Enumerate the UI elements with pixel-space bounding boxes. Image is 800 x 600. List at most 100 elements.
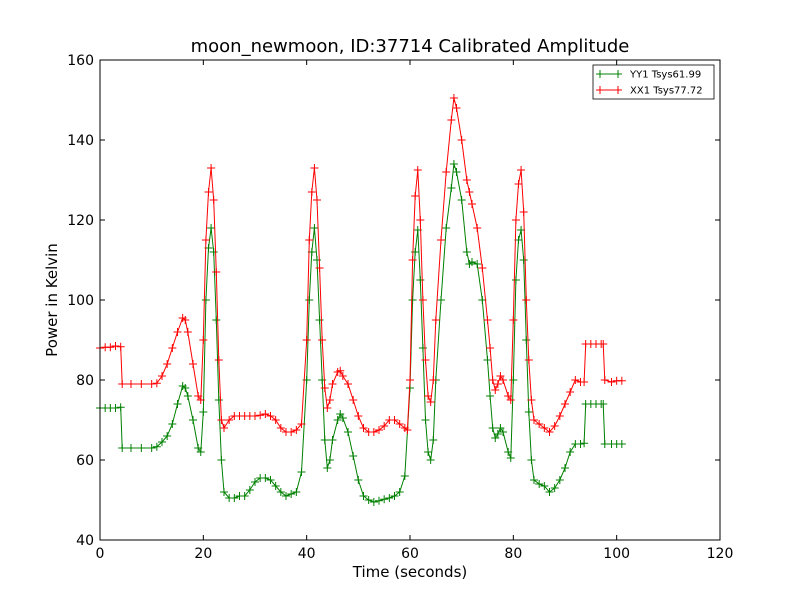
data-point-xx1 [478, 264, 487, 272]
data-point-xx1 [488, 376, 497, 384]
data-point-yy1 [152, 442, 161, 451]
y-tick-label: 140 [67, 133, 94, 149]
data-point-yy1 [576, 440, 585, 448]
data-point-yy1 [457, 196, 466, 204]
y-tick-label: 80 [76, 373, 94, 389]
data-point-xx1 [617, 376, 626, 385]
data-point-xx1 [561, 400, 569, 408]
data-point-xx1 [266, 412, 275, 420]
data-point-xx1 [511, 216, 520, 224]
data-point-yy1 [338, 414, 347, 422]
data-point-xx1 [395, 420, 404, 428]
data-point-xx1 [519, 208, 528, 216]
data-point-yy1 [163, 432, 172, 440]
data-point-yy1 [442, 224, 451, 232]
data-point-yy1 [429, 436, 438, 444]
data-point-xx1 [349, 396, 358, 404]
data-point-yy1 [297, 468, 306, 476]
data-point-xx1 [111, 342, 120, 350]
data-point-xx1 [212, 268, 221, 276]
data-point-xx1 [315, 264, 324, 272]
data-point-xx1 [599, 340, 608, 348]
data-point-xx1 [116, 342, 125, 351]
data-point-yy1 [437, 296, 445, 304]
data-point-yy1 [369, 498, 378, 506]
data-point-xx1 [271, 416, 280, 424]
data-point-yy1 [421, 416, 430, 424]
data-point-xx1 [318, 336, 327, 344]
data-point-xx1 [468, 200, 476, 208]
data-point-xx1 [449, 94, 458, 102]
data-point-yy1 [408, 296, 417, 304]
data-point-yy1 [499, 428, 507, 436]
data-point-xx1 [173, 328, 182, 336]
legend-marker-xx1 [596, 86, 622, 94]
data-point-yy1 [158, 438, 166, 446]
data-point-xx1 [196, 396, 205, 404]
data-point-yy1 [418, 344, 427, 352]
data-point-xx1 [354, 412, 363, 420]
data-point-xx1 [168, 344, 177, 352]
x-tick-label: 0 [96, 546, 105, 562]
data-point-yy1 [468, 258, 476, 266]
data-point-yy1 [137, 444, 146, 452]
data-point-yy1 [328, 436, 337, 444]
data-point-xx1 [416, 216, 425, 224]
data-point-yy1 [424, 448, 433, 456]
data-point-yy1 [506, 454, 515, 462]
data-point-xx1 [413, 166, 422, 174]
data-point-yy1 [483, 356, 492, 364]
y-tick-label: 100 [67, 293, 94, 309]
data-point-xx1 [137, 380, 146, 388]
data-point-yy1 [504, 448, 513, 456]
plot-area: 0 20 40 60 80 100 120 40 60 80 100 120 140 160 [67, 53, 733, 562]
data-point-xx1 [305, 236, 314, 244]
data-point-yy1 [462, 248, 471, 256]
data-point-xx1 [442, 168, 451, 176]
data-point-xx1 [506, 396, 515, 404]
data-point-xx1 [302, 336, 311, 344]
data-point-xx1 [424, 392, 433, 400]
data-point-yy1 [217, 456, 226, 464]
data-point-yy1 [511, 276, 520, 284]
data-point-xx1 [158, 372, 166, 380]
data-point-xx1 [447, 116, 456, 124]
data-point-xx1 [225, 416, 234, 424]
data-point-xx1 [403, 426, 412, 434]
data-point-yy1 [196, 448, 205, 456]
data-point-xx1 [287, 428, 296, 436]
data-point-xx1 [437, 236, 445, 244]
data-point-xx1 [199, 336, 208, 344]
data-point-yy1 [566, 448, 575, 456]
data-point-yy1 [555, 476, 564, 484]
data-point-xx1 [390, 416, 399, 424]
data-point-xx1 [320, 384, 329, 392]
data-point-yy1 [550, 484, 559, 492]
data-point-xx1 [483, 316, 492, 324]
data-point-xx1 [261, 410, 270, 418]
data-point-yy1 [375, 496, 383, 505]
data-point-xx1 [251, 412, 259, 420]
data-point-xx1 [201, 236, 210, 244]
data-point-yy1 [527, 456, 536, 464]
data-point-xx1 [524, 356, 533, 364]
data-point-xx1 [580, 378, 589, 386]
data-point-xx1 [328, 380, 337, 388]
data-point-xx1 [214, 356, 223, 364]
data-point-xx1 [323, 404, 332, 412]
data-point-xx1 [473, 224, 482, 232]
data-point-xx1 [418, 296, 427, 304]
data-point-xx1 [220, 424, 228, 432]
data-point-yy1 [524, 408, 533, 416]
data-point-xx1 [486, 344, 495, 352]
data-point-xx1 [555, 412, 564, 420]
data-point-yy1 [230, 494, 239, 502]
data-point-yy1 [220, 488, 228, 496]
data-point-xx1 [256, 411, 265, 420]
y-tick-label: 120 [67, 213, 94, 229]
data-point-xx1 [540, 424, 549, 432]
data-point-yy1 [344, 428, 352, 436]
tick-layer: 0 20 40 60 80 100 120 40 60 80 100 120 140 160 [67, 53, 733, 562]
data-point-yy1 [509, 376, 518, 384]
data-point-xx1 [522, 296, 531, 304]
